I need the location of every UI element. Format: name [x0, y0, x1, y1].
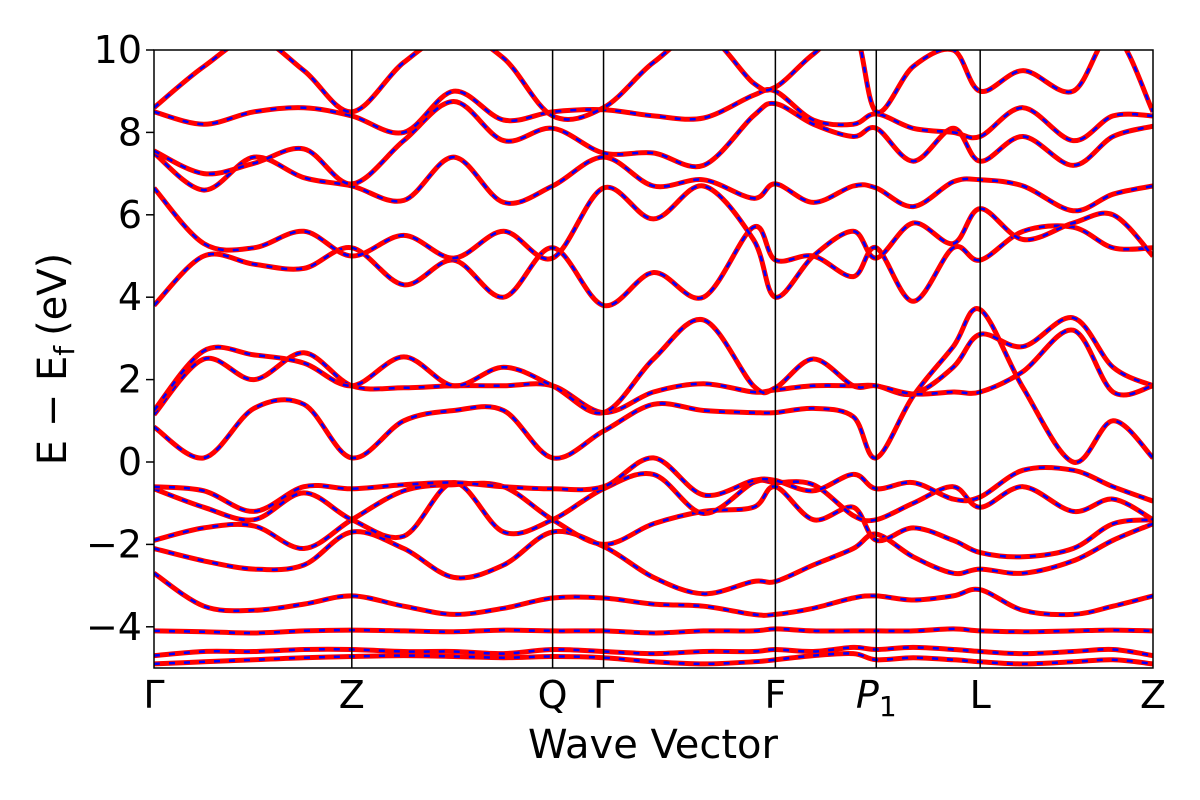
band-line-14	[154, 150, 1153, 214]
band-line-8	[154, 455, 1153, 514]
y-tick-label-3: 0	[118, 440, 142, 484]
x-axis-label: Wave Vector	[528, 722, 779, 768]
band-line-dashed-12	[154, 224, 1153, 307]
band-line-dashed-8	[154, 456, 1153, 513]
band-line-17	[154, 50, 1153, 122]
band-line-dashed-2	[154, 646, 1153, 657]
y-tick-label-8: 10	[94, 28, 142, 72]
x-tick-label-1: Γ	[143, 673, 164, 717]
band-line-5	[154, 521, 1153, 597]
y-axis-label-unit: (eV)	[30, 253, 76, 336]
y-ticks-layer: −4 −2 0 2 4 6 8 10	[86, 28, 154, 649]
x-tick-label-5: F	[764, 673, 786, 717]
y-tick-label-2: −2	[86, 522, 142, 566]
x-tick-label-6: P1	[856, 673, 897, 723]
band-line-11	[154, 317, 1153, 416]
band-line-dashed-15	[154, 100, 1153, 186]
band-line-10	[154, 315, 1153, 417]
y-tick-label-6: 6	[118, 193, 142, 237]
band-line-dashed-11	[154, 318, 1153, 415]
band-line-1	[154, 650, 1153, 667]
y-axis-label-main: E − E	[30, 356, 76, 466]
band-line-6	[154, 480, 1153, 560]
band-line-4	[154, 571, 1153, 618]
y-tick-label-5: 4	[118, 275, 142, 319]
x-tick-label-8: Z	[1140, 673, 1166, 717]
y-tick-label-4: 2	[118, 358, 142, 402]
x-ticks-layer: Γ Z Q Γ F P1 L Z	[143, 673, 1166, 723]
band-line-dashed-16	[154, 88, 1153, 142]
x-tick-label-3: Q	[538, 673, 568, 717]
band-line-dashed-10	[154, 316, 1153, 416]
y-axis-label-subscript: f	[48, 345, 81, 356]
band-line-16	[154, 86, 1153, 144]
band-line-dashed-9	[154, 307, 1153, 464]
band-line-dashed-3	[154, 627, 1153, 635]
x-tick-label-2: Z	[339, 673, 365, 717]
plot-frame	[153, 49, 1154, 669]
y-tick-label-7: 8	[118, 110, 142, 154]
band-line-12	[154, 223, 1153, 308]
y-axis-label: E − Ef (eV)	[30, 253, 81, 466]
y-tick-label-1: −4	[86, 605, 142, 649]
kpath-lines-layer	[351, 50, 981, 668]
bands-layer	[154, 50, 1153, 667]
x-tick-label-4: Γ	[593, 673, 614, 717]
x-tick-label-7: L	[970, 673, 991, 717]
